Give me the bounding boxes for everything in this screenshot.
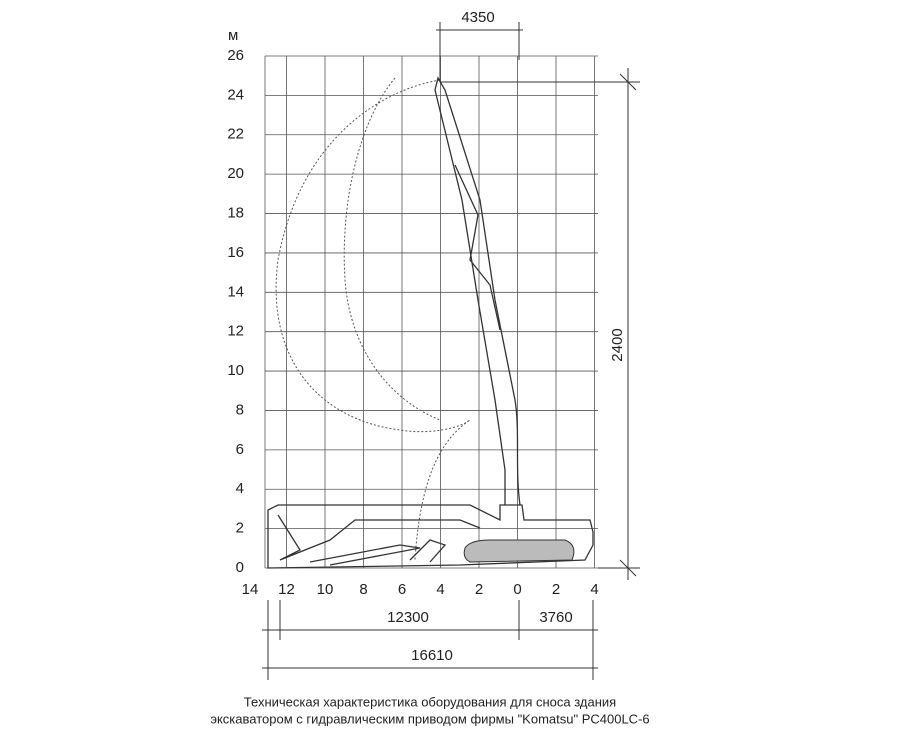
y-tick-label: 6	[236, 441, 244, 458]
reach-curve	[275, 77, 471, 561]
x-tick-label: 4	[590, 581, 598, 598]
x-tick-label: 14	[242, 581, 259, 598]
track	[463, 539, 575, 563]
x-tick-label: 6	[398, 581, 406, 598]
x-tick-label: 0	[513, 581, 521, 598]
dimensions: 4350 2400 12300 3760 16610	[262, 9, 640, 680]
y-tick-label: 22	[227, 126, 244, 143]
excavator	[267, 76, 594, 569]
dim-right: 3760	[539, 609, 572, 626]
y-tick-label: 8	[236, 401, 244, 418]
caption-line: экскаватором с гидравлическим приводом ф…	[210, 711, 649, 726]
y-tick-label: 20	[227, 165, 244, 182]
x-tick-label: 2	[475, 581, 483, 598]
y-tick-label: 4	[236, 480, 244, 497]
y-tick-label: 18	[227, 205, 244, 222]
x-tick-label: 8	[359, 581, 367, 598]
x-tick-label: 10	[317, 581, 334, 598]
x-tick-label: 12	[278, 581, 295, 598]
y-tick-label: 14	[227, 283, 244, 300]
dim-height: 2400	[609, 328, 626, 361]
y-tick-label: 10	[227, 362, 244, 379]
dim-left: 12300	[387, 609, 429, 626]
caption-line: Техническая характеристика оборудования …	[244, 694, 616, 709]
y-tick-label: 12	[227, 323, 244, 340]
dim-total: 16610	[411, 647, 453, 664]
y-tick-label: 0	[236, 559, 244, 576]
y-tick-label: 24	[227, 86, 244, 103]
x-tick-label: 2	[552, 581, 560, 598]
x-tick-label: 4	[436, 581, 444, 598]
y-tick-label: 16	[227, 244, 244, 261]
dim-top: 4350	[461, 9, 494, 26]
y-tick-label: 26	[227, 47, 244, 64]
y-tick-label: 2	[236, 520, 244, 537]
axis-unit: м	[228, 27, 238, 44]
